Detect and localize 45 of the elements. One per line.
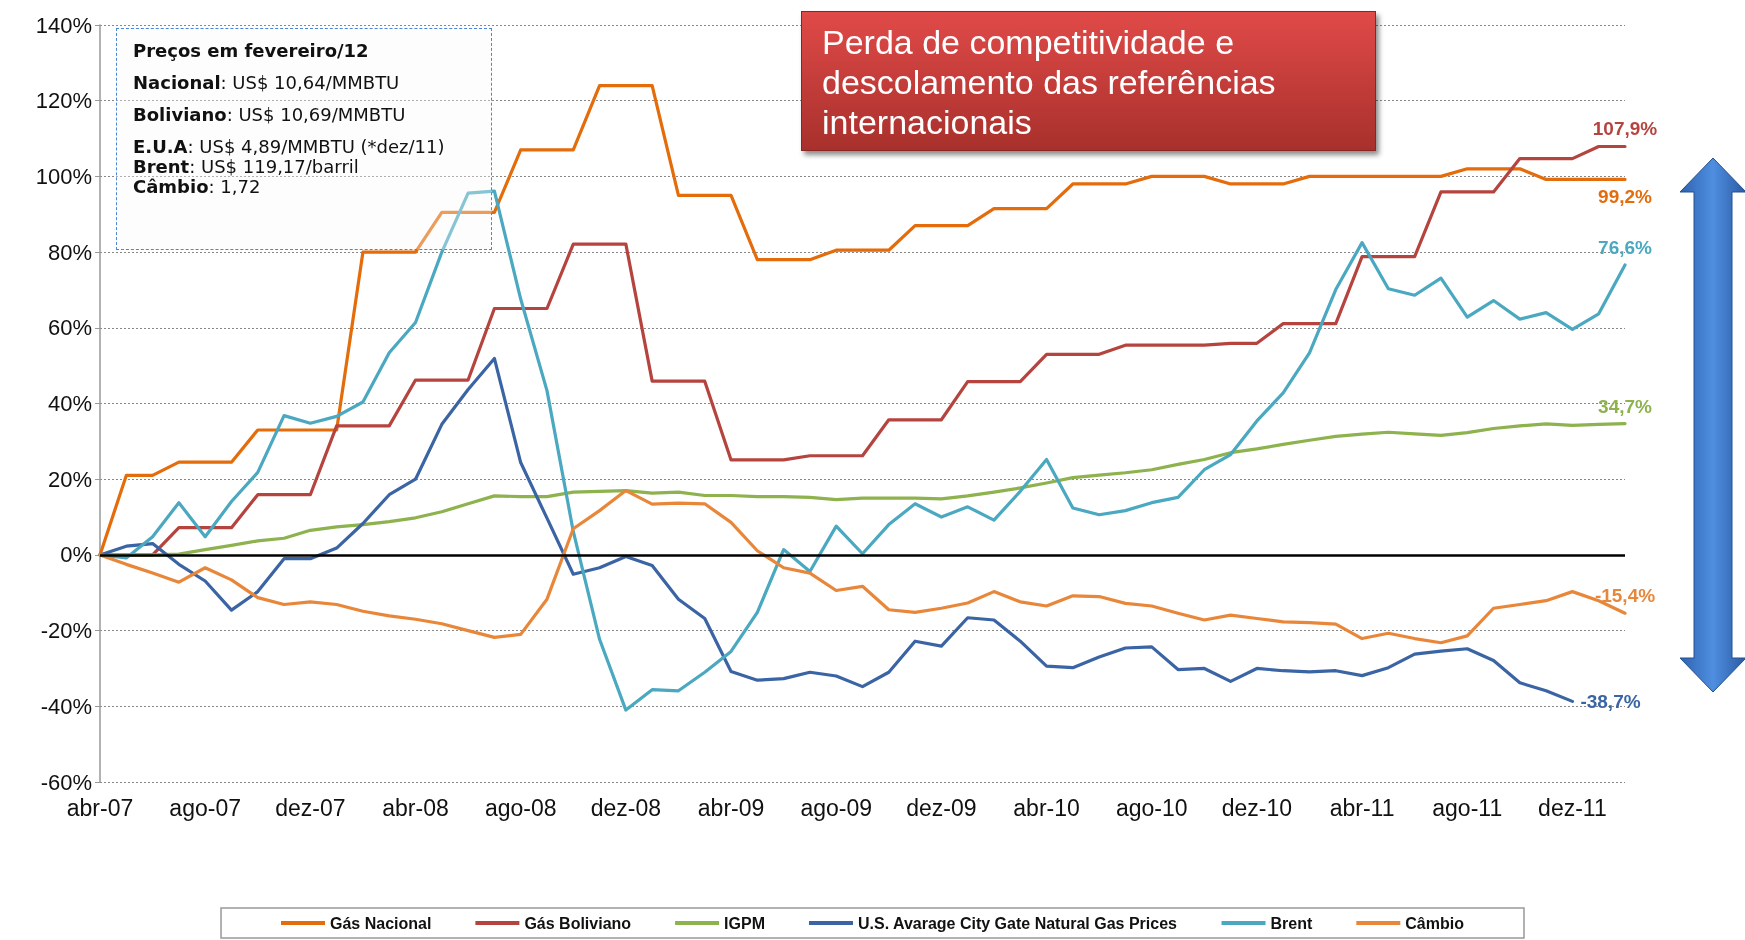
y-tick-label: 40%: [47, 391, 92, 416]
legend-label: Brent: [1270, 914, 1313, 932]
data-label: -38,7%: [1580, 690, 1641, 712]
y-tick-label: 80%: [47, 239, 92, 265]
y-tick-label: 0%: [60, 542, 92, 568]
annotation: Boliviano: US$ 10,69/MMBTU: [133, 104, 407, 125]
legend-label: U.S. Avarage City Gate Natural Gas Prices: [857, 914, 1178, 932]
annotation: E.U.A: US$ 4,89/MMBTU (*dez/11): [133, 136, 446, 157]
x-tick-label: dez-09: [906, 794, 977, 821]
annotation: Preços em fevereiro/12: [133, 40, 369, 61]
legend-label: Gás Boliviano: [524, 914, 632, 932]
data-label: 34,7%: [1598, 395, 1653, 417]
y-tick-label: 100%: [35, 163, 92, 189]
banner: Perda de competitividade e descolamento das referências internacionais: [801, 11, 1376, 151]
y-tick-label: 120%: [35, 88, 92, 114]
annotation: Brent: US$ 119,17/barril: [133, 156, 360, 177]
legend-label: Gás Nacional: [330, 914, 432, 932]
legend-label: Câmbio: [1405, 914, 1465, 932]
x-tick-label: ago-08: [484, 794, 557, 821]
x-tick-label: dez-08: [590, 794, 662, 821]
legend-label: IGPM: [724, 914, 765, 932]
x-tick-label: ago-11: [1432, 794, 1503, 821]
y-tick-label: -20%: [40, 618, 92, 644]
x-tick-label: abr-11: [1329, 794, 1395, 821]
x-tick-label: abr-07: [66, 794, 134, 821]
x-tick-label: dez-10: [1221, 794, 1293, 821]
x-tick-label: dez-07: [275, 794, 346, 821]
annotation: Nacional: US$ 10,64/MMBTU: [133, 72, 401, 93]
y-tick-label: -60%: [40, 769, 92, 795]
data-label: -15,4%: [1594, 585, 1656, 607]
data-label: 76,6%: [1598, 236, 1653, 258]
y-tick-label: 20%: [47, 466, 92, 492]
y-tick-label: 140%: [35, 12, 92, 38]
x-tick-label: abr-10: [1013, 794, 1080, 821]
x-tick-label: abr-08: [382, 794, 449, 821]
x-tick-label: ago-10: [1115, 794, 1188, 821]
x-tick-label: ago-09: [800, 794, 873, 821]
y-tick-label: 60%: [47, 315, 92, 341]
data-label: 99,2%: [1598, 186, 1653, 208]
x-tick-label: ago-07: [169, 794, 241, 821]
annotation: Câmbio: 1,72: [133, 176, 262, 197]
x-tick-label: dez-11: [1538, 794, 1607, 821]
data-label: 107,9%: [1592, 118, 1658, 140]
y-tick-label: -40%: [40, 693, 92, 719]
x-tick-label: abr-09: [697, 794, 765, 821]
